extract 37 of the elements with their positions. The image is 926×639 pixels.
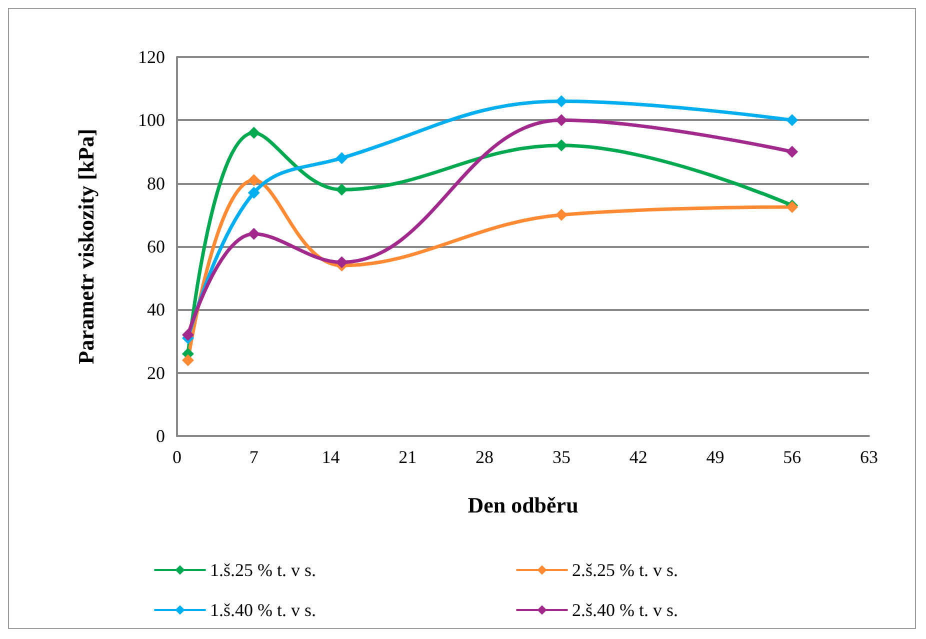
x-tick-label: 0 (172, 447, 182, 467)
point (248, 174, 260, 186)
y-tick-label: 80 (147, 173, 165, 194)
point (336, 152, 348, 164)
y-tick-label: 0 (156, 426, 165, 446)
point (248, 126, 260, 139)
y-tick-label: 100 (138, 110, 165, 130)
point (248, 228, 260, 240)
point (248, 186, 260, 199)
y-axis-title: Parametr viskozity [kPa] (74, 128, 98, 364)
point (182, 354, 194, 366)
legend-label: 2.š.40 % t. v s. (572, 600, 678, 620)
legend-label: 1.š.40 % t. v s. (210, 600, 316, 620)
legend-label: 1.š.25 % t. v s. (210, 560, 316, 580)
point (786, 146, 798, 158)
point (555, 208, 568, 221)
x-tick-label: 42 (629, 447, 648, 467)
x-tick-label: 63 (860, 447, 878, 467)
y-tick-label: 20 (147, 362, 165, 383)
x-tick-label: 14 (322, 447, 340, 467)
y-tick-label: 40 (147, 300, 165, 320)
point (336, 184, 348, 196)
y-tick-label: 120 (138, 47, 165, 67)
y-tick-label: 60 (147, 236, 165, 256)
point (786, 114, 798, 126)
x-tick-label: 35 (552, 447, 570, 467)
point (555, 139, 568, 152)
point (336, 256, 348, 268)
x-tick-label: 49 (706, 447, 724, 467)
point (182, 328, 194, 341)
point (555, 95, 568, 108)
x-axis-title: Den odběru (468, 492, 578, 518)
x-tick-label: 21 (398, 447, 417, 467)
legend-label: 2.š.25 % t. v s. (572, 560, 678, 580)
x-tick-label: 7 (249, 447, 258, 467)
x-tick-label: 56 (783, 447, 802, 467)
x-tick-label: 28 (476, 447, 494, 467)
